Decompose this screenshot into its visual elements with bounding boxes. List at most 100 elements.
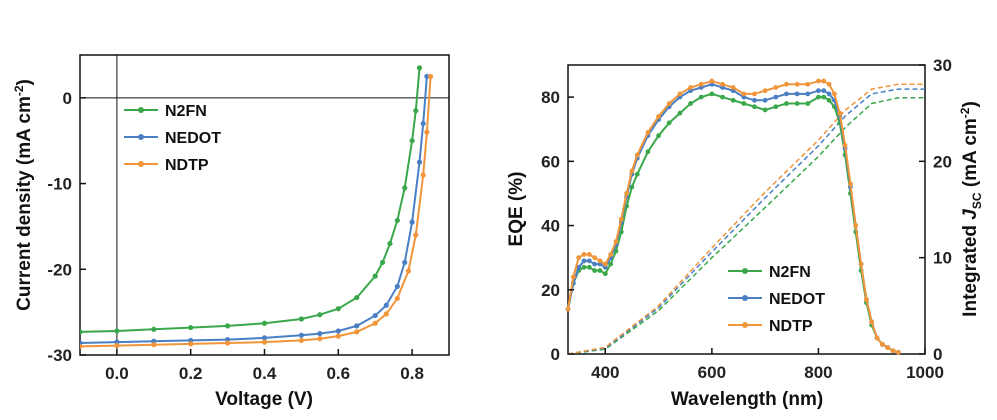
eqe-y2-tick-label: 30 (933, 56, 952, 75)
jv-data-point (80, 343, 83, 350)
jv-y-axis-title: Current density (mA cm-2) (12, 79, 35, 311)
jv-data-point (317, 336, 323, 342)
eqe-x-tick-label: 800 (804, 363, 832, 382)
jv-series-line (80, 76, 432, 348)
eqe-data-point (656, 113, 661, 119)
jv-data-point (409, 138, 415, 144)
jv-data-point (317, 330, 323, 337)
jv-x-tick-label: 0.8 (400, 364, 424, 383)
jv-data-point (335, 333, 341, 339)
jv-series-ndtp (80, 73, 434, 350)
jsc-series-n2fn (567, 97, 925, 355)
eqe-data-point (752, 91, 757, 97)
eqe-data-point (741, 101, 747, 106)
jv-data-point (387, 240, 393, 247)
eqe-data-point (592, 261, 598, 267)
eqe-data-point (597, 258, 603, 264)
eqe-data-point (895, 349, 901, 355)
jv-data-point (372, 320, 378, 326)
jv-data-point (114, 328, 120, 334)
eqe-y2-tick-label: 0 (933, 345, 942, 364)
eqe-data-point (602, 261, 608, 267)
eqe-data-point (879, 341, 885, 347)
eqe-data-point (698, 94, 704, 100)
jv-data-point (298, 316, 304, 322)
jv-data-point (188, 324, 194, 331)
eqe-x-tick-label: 1000 (906, 363, 944, 382)
eqe-y2-tick-label: 20 (933, 152, 952, 171)
eqe-y-axis-title: EQE (%) (506, 172, 527, 247)
jv-y-tick-label: 0 (63, 89, 72, 108)
jv-data-point (405, 268, 412, 274)
jv-series-nedot (80, 73, 430, 346)
jv-data-point (225, 340, 231, 346)
eqe-data-point (773, 104, 779, 110)
jv-data-point (335, 306, 341, 312)
jv-data-point (261, 339, 268, 345)
eqe-data-point (752, 104, 757, 110)
jv-data-point (424, 73, 430, 80)
eqe-y-tick-label: 0 (551, 345, 560, 364)
eqe-chart: 400 600 800 1000 0 20 40 60 80 0 10 20 30 N2FN NEDO… (506, 56, 984, 410)
eqe-data-point (794, 101, 800, 106)
jv-data-point (394, 283, 400, 290)
jv-y-tick-label: -20 (47, 260, 72, 279)
eqe-data-point (773, 85, 779, 90)
eqe-data-point (688, 101, 693, 106)
eqe-data-point (677, 110, 683, 116)
eqe-data-point (730, 85, 736, 90)
eqe-data-point (858, 261, 864, 267)
jv-y-tick-label: -10 (47, 175, 72, 194)
jv-x-tick-label: 0.0 (105, 364, 129, 383)
eqe-data-point (784, 101, 789, 106)
eqe-data-point (784, 91, 789, 97)
jv-data-point (372, 273, 378, 279)
eqe-data-point (869, 319, 875, 325)
jv-data-point (114, 342, 120, 349)
eqe-data-point (826, 97, 832, 103)
jv-plot-frame (79, 54, 450, 356)
eqe-data-point (677, 91, 683, 97)
eqe-series-line (567, 92, 899, 354)
eqe-data-point (656, 133, 661, 139)
jv-data-point (335, 328, 341, 334)
jv-legend-marker (138, 134, 144, 140)
eqe-data-point (634, 171, 640, 177)
jv-legend-label: NDTP (165, 157, 209, 174)
jv-x-axis-title: Voltage (V) (215, 389, 313, 410)
eqe-data-point (805, 81, 811, 87)
eqe-data-point (597, 268, 603, 273)
eqe-data-point (720, 94, 725, 100)
jv-legend-label: NEDOT (165, 130, 221, 147)
jv-data-point (383, 302, 389, 308)
jv-data-point (261, 320, 268, 326)
jv-x-tick-label: 0.6 (326, 364, 350, 383)
eqe-data-point (816, 78, 821, 84)
jsc-series-ndtp (567, 83, 925, 355)
eqe-data-point (688, 85, 693, 90)
eqe-legend-marker (742, 295, 748, 301)
eqe-data-point (581, 258, 587, 264)
eqe-data-point (624, 191, 630, 196)
jv-data-point (416, 65, 423, 71)
eqe-data-point (602, 271, 608, 277)
jv-data-point (394, 217, 400, 224)
jv-series-line (80, 76, 428, 344)
eqe-y-tick-label: 20 (541, 281, 560, 300)
eqe-data-point (874, 335, 880, 341)
eqe-data-point (762, 97, 768, 103)
eqe-data-point (608, 252, 614, 257)
eqe-x-tick-label: 400 (591, 363, 619, 382)
eqe-data-point (826, 91, 832, 97)
jv-data-point (420, 172, 426, 178)
eqe-y-tick-label: 40 (541, 217, 560, 236)
eqe-data-point (576, 255, 582, 261)
eqe-plot-frame (567, 64, 926, 355)
eqe-legend-marker (742, 322, 748, 328)
eqe-data-point (709, 78, 715, 84)
eqe-data-point (565, 306, 571, 312)
jv-data-point (413, 108, 419, 114)
eqe-data-point (618, 216, 624, 222)
eqe-data-point (821, 78, 827, 84)
